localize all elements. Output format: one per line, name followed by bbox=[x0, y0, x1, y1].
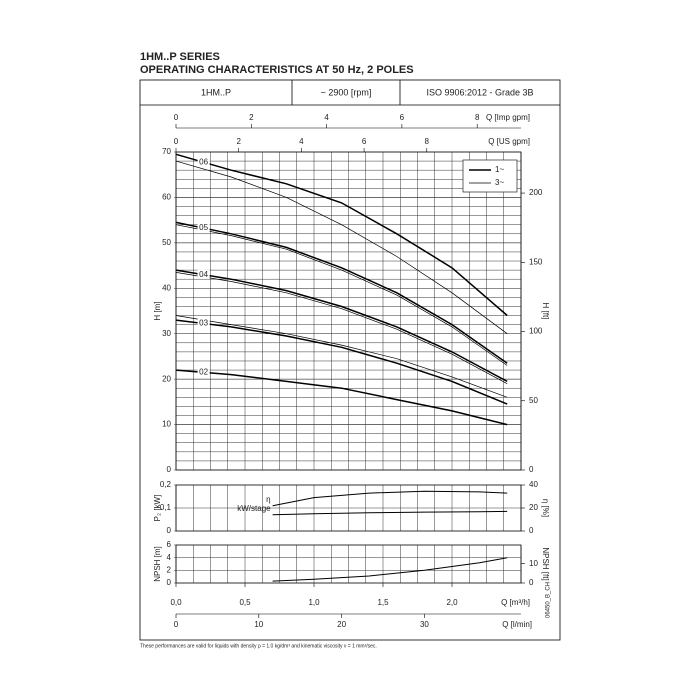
top-tick-label: 6 bbox=[400, 113, 405, 122]
y2-axis-label: H [ft] bbox=[541, 303, 550, 320]
top-tick-label: 8 bbox=[425, 137, 430, 146]
head-curve bbox=[175, 315, 508, 398]
curve-label: 04 bbox=[199, 270, 208, 279]
y-tick-label: 50 bbox=[162, 238, 171, 247]
y-tick-label: 0 bbox=[167, 526, 172, 535]
curve-label: 03 bbox=[199, 319, 208, 328]
y-tick-label: 10 bbox=[162, 420, 171, 429]
curve-label: 06 bbox=[199, 157, 208, 166]
footnote: These performances are valid for liquids… bbox=[140, 643, 377, 649]
x-tick-label: 0,5 bbox=[239, 598, 251, 607]
legend-box bbox=[462, 159, 518, 193]
x-tick-label: 0,0 bbox=[170, 598, 182, 607]
curve-label: kW/stage bbox=[237, 504, 271, 513]
head-curve bbox=[175, 160, 508, 334]
x-tick-label: 1,0 bbox=[308, 598, 320, 607]
head-curve bbox=[175, 369, 508, 426]
head-curve bbox=[175, 153, 508, 317]
header-cell: 1HM..P bbox=[201, 87, 231, 97]
x-axis-label: Q [m³/h] bbox=[501, 598, 530, 607]
top-tick-label: 6 bbox=[362, 137, 367, 146]
y-tick-label: 4 bbox=[167, 553, 172, 562]
y-tick-label: 30 bbox=[162, 329, 171, 338]
y-tick-label: 20 bbox=[162, 374, 171, 383]
y-axis-label: NPSH [m] bbox=[153, 546, 162, 582]
head-curve bbox=[175, 272, 508, 385]
y-tick-label: 0 bbox=[167, 578, 172, 587]
curve-label: 05 bbox=[199, 223, 208, 232]
y2-tick-label: 50 bbox=[529, 396, 538, 405]
head-curve bbox=[175, 319, 508, 405]
y-axis-label: P₂ [kW] bbox=[153, 495, 162, 522]
top-axis-label: Q [Imp gpm] bbox=[486, 113, 530, 122]
top-tick-label: 4 bbox=[324, 113, 329, 122]
panel-curve bbox=[272, 557, 508, 582]
bottom-tick-label: 20 bbox=[337, 620, 346, 629]
bottom-tick-label: 10 bbox=[254, 620, 263, 629]
panel-curve bbox=[272, 510, 508, 516]
y2-tick-label: 200 bbox=[529, 188, 543, 197]
y-tick-label: 6 bbox=[167, 540, 172, 549]
top-tick-label: 0 bbox=[174, 137, 179, 146]
bottom-axis-label: Q [l/min] bbox=[502, 620, 532, 629]
y2-tick-label: 40 bbox=[529, 480, 538, 489]
panel-curve bbox=[272, 490, 508, 507]
header-cell: ~ 2900 [rpm] bbox=[321, 87, 372, 97]
head-curve bbox=[175, 269, 508, 383]
top-tick-label: 2 bbox=[249, 113, 254, 122]
y2-axis-label: NPSH [ft] bbox=[541, 547, 550, 580]
y-tick-label: 40 bbox=[162, 283, 171, 292]
y2-tick-label: 0 bbox=[529, 578, 534, 587]
curve-label: η bbox=[266, 495, 270, 504]
y-tick-label: 70 bbox=[162, 147, 171, 156]
top-tick-label: 8 bbox=[475, 113, 480, 122]
bottom-tick-label: 30 bbox=[420, 620, 429, 629]
label-bg bbox=[197, 269, 210, 279]
y2-axis-label: η [%] bbox=[541, 499, 550, 517]
y2-tick-label: 100 bbox=[529, 327, 543, 336]
y-axis-label: H [m] bbox=[153, 301, 162, 320]
header-cell: ISO 9906:2012 - Grade 3B bbox=[426, 87, 533, 97]
y2-tick-label: 20 bbox=[529, 503, 538, 512]
head-curve bbox=[175, 224, 508, 366]
y-tick-label: 0,2 bbox=[160, 480, 172, 489]
y2-tick-label: 0 bbox=[529, 526, 534, 535]
y-tick-label: 60 bbox=[162, 193, 171, 202]
y2-tick-label: 0 bbox=[529, 465, 534, 474]
top-tick-label: 2 bbox=[236, 137, 241, 146]
series-title: 1HM..P SERIES bbox=[140, 51, 220, 63]
y-tick-label: 0 bbox=[167, 465, 172, 474]
label-bg bbox=[197, 157, 210, 167]
subtitle: OPERATING CHARACTERISTICS AT 50 Hz, 2 PO… bbox=[140, 64, 414, 76]
y-tick-label: 0,1 bbox=[160, 503, 172, 512]
y2-tick-label: 150 bbox=[529, 257, 543, 266]
bottom-tick-label: 0 bbox=[174, 620, 179, 629]
head-curve bbox=[175, 221, 508, 364]
label-bg bbox=[197, 318, 210, 328]
curve-label: 02 bbox=[199, 367, 208, 376]
top-tick-label: 4 bbox=[299, 137, 304, 146]
y2-tick-label: 10 bbox=[529, 559, 538, 568]
y-tick-label: 2 bbox=[167, 565, 172, 574]
legend-label: 3~ bbox=[495, 178, 504, 187]
x-tick-label: 1,5 bbox=[377, 598, 389, 607]
drawing-code: 06450_B_CH bbox=[546, 582, 552, 618]
top-tick-label: 0 bbox=[174, 113, 179, 122]
top-axis-label: Q [US gpm] bbox=[488, 137, 530, 146]
legend-label: 1~ bbox=[495, 165, 504, 174]
label-bg bbox=[197, 223, 210, 233]
label-bg bbox=[197, 367, 210, 377]
x-tick-label: 2,0 bbox=[446, 598, 458, 607]
outer-frame bbox=[139, 79, 561, 641]
